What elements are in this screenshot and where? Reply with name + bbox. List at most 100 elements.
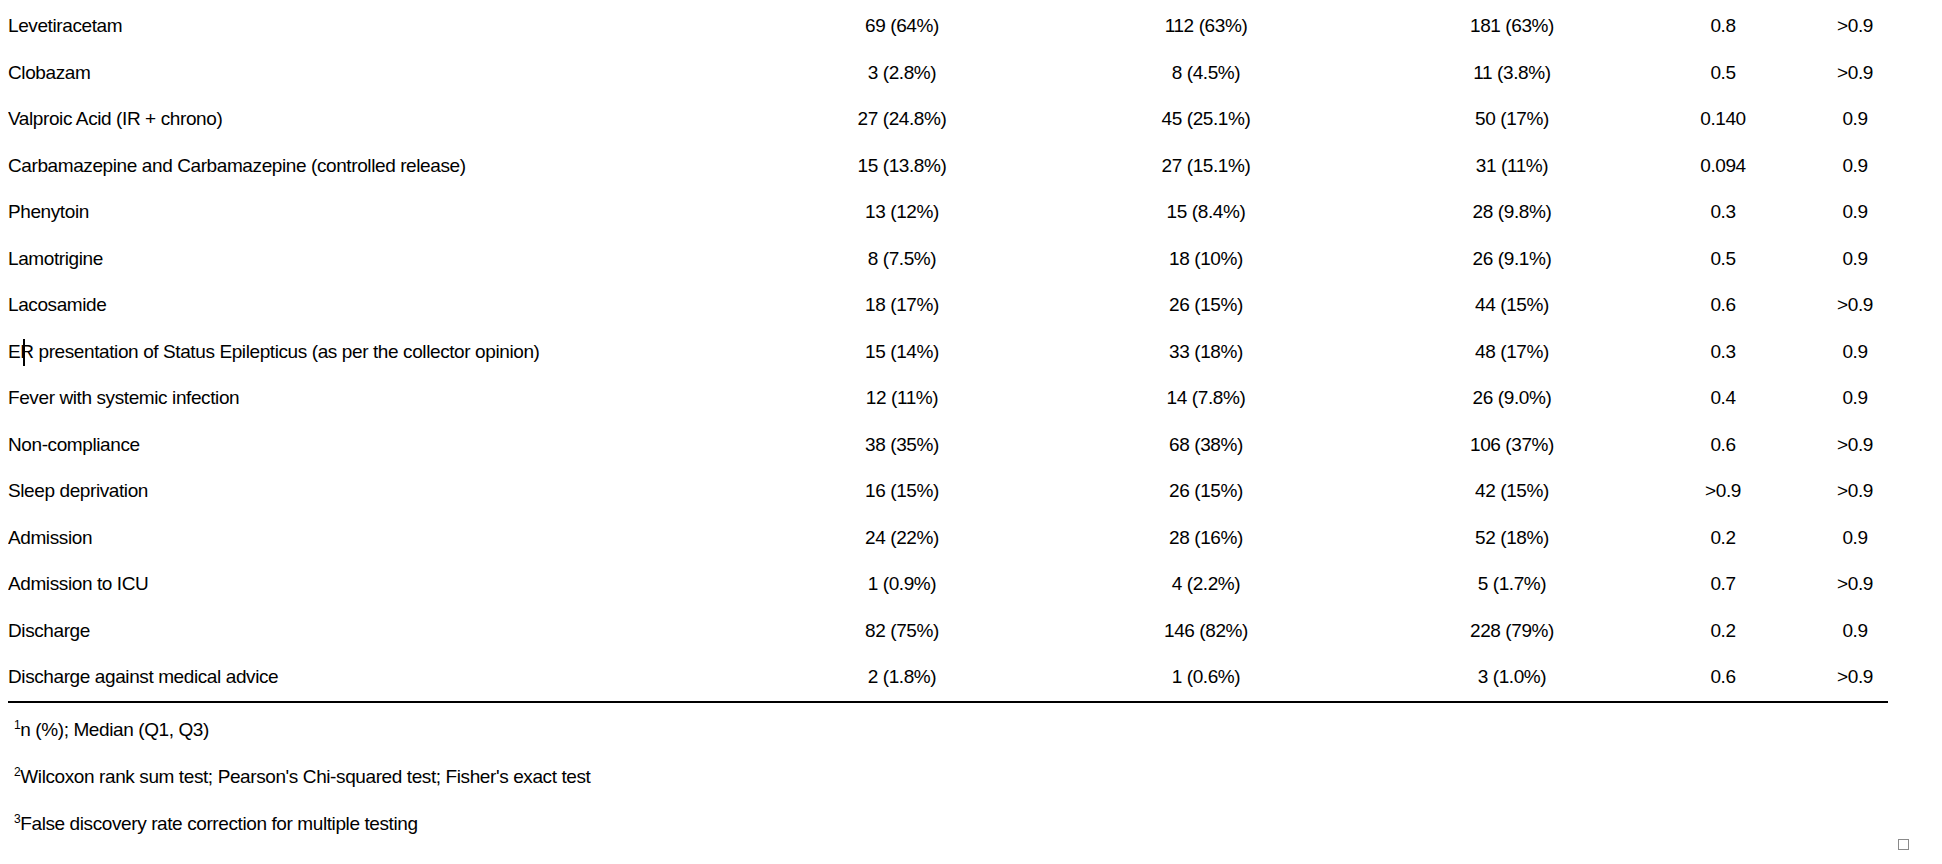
- row-label: Levetiracetam: [8, 3, 792, 50]
- p-value: 0.140: [1624, 96, 1822, 143]
- stat-value-2: 26 (15%): [1012, 282, 1400, 329]
- row-label: Fever with systemic infection: [8, 375, 792, 422]
- table-body: Levetiracetam69 (64%)112 (63%)181 (63%)0…: [8, 3, 1888, 702]
- row-label: Lamotrigine: [8, 236, 792, 283]
- stat-value-1: 12 (11%): [792, 375, 1012, 422]
- stat-value-2: 1 (0.6%): [1012, 654, 1400, 702]
- table-row: Sleep deprivation16 (15%)26 (15%)42 (15%…: [8, 468, 1888, 515]
- stat-value-1: 13 (12%): [792, 189, 1012, 236]
- stat-value-1: 18 (17%): [792, 282, 1012, 329]
- p-value: 0.2: [1624, 608, 1822, 655]
- q-value: 0.9: [1822, 96, 1888, 143]
- table-row: Valproic Acid (IR + chrono)27 (24.8%)45 …: [8, 96, 1888, 143]
- p-value: 0.4: [1624, 375, 1822, 422]
- resize-handle-icon[interactable]: [1898, 839, 1909, 850]
- stat-value-1: 82 (75%): [792, 608, 1012, 655]
- footnote-text: False discovery rate correction for mult…: [20, 813, 417, 834]
- stat-value-1: 27 (24.8%): [792, 96, 1012, 143]
- stat-value-2: 68 (38%): [1012, 422, 1400, 469]
- row-label: Discharge: [8, 608, 792, 655]
- p-value: 0.6: [1624, 282, 1822, 329]
- stat-value-1: 69 (64%): [792, 3, 1012, 50]
- q-value: >0.9: [1822, 3, 1888, 50]
- q-value: 0.9: [1822, 375, 1888, 422]
- stat-value-1: 1 (0.9%): [792, 561, 1012, 608]
- table-row: Admission to ICU1 (0.9%)4 (2.2%)5 (1.7%)…: [8, 561, 1888, 608]
- stat-value-2: 146 (82%): [1012, 608, 1400, 655]
- stat-value-1: 2 (1.8%): [792, 654, 1012, 702]
- p-value: 0.5: [1624, 50, 1822, 97]
- q-value: 0.9: [1822, 189, 1888, 236]
- stat-value-3: 26 (9.0%): [1400, 375, 1624, 422]
- stat-value-3: 11 (3.8%): [1400, 50, 1624, 97]
- stat-value-1: 38 (35%): [792, 422, 1012, 469]
- table-footnotes: 1n (%); Median (Q1, Q3) 2Wilcoxon rank su…: [14, 719, 1942, 835]
- footnote-text: Wilcoxon rank sum test; Pearson's Chi-sq…: [20, 766, 590, 787]
- q-value: >0.9: [1822, 50, 1888, 97]
- stat-value-3: 106 (37%): [1400, 422, 1624, 469]
- table-row: Admission24 (22%)28 (16%)52 (18%)0.20.9: [8, 515, 1888, 562]
- p-value: 0.5: [1624, 236, 1822, 283]
- stat-value-1: 15 (13.8%): [792, 143, 1012, 190]
- stat-value-2: 18 (10%): [1012, 236, 1400, 283]
- p-value: 0.2: [1624, 515, 1822, 562]
- p-value: 0.7: [1624, 561, 1822, 608]
- q-value: >0.9: [1822, 282, 1888, 329]
- row-label: Lacosamide: [8, 282, 792, 329]
- stat-value-3: 5 (1.7%): [1400, 561, 1624, 608]
- table-row: Fever with systemic infection12 (11%)14 …: [8, 375, 1888, 422]
- stat-value-2: 8 (4.5%): [1012, 50, 1400, 97]
- stat-value-1: 3 (2.8%): [792, 50, 1012, 97]
- table-row: Lacosamide18 (17%)26 (15%)44 (15%)0.6>0.…: [8, 282, 1888, 329]
- q-value: 0.9: [1822, 143, 1888, 190]
- stat-value-3: 52 (18%): [1400, 515, 1624, 562]
- q-value: >0.9: [1822, 468, 1888, 515]
- p-value: 0.3: [1624, 189, 1822, 236]
- q-value: >0.9: [1822, 561, 1888, 608]
- stat-value-3: 48 (17%): [1400, 329, 1624, 376]
- stat-value-1: 8 (7.5%): [792, 236, 1012, 283]
- q-value: >0.9: [1822, 654, 1888, 702]
- stat-value-3: 31 (11%): [1400, 143, 1624, 190]
- row-label: Non-compliance: [8, 422, 792, 469]
- stat-value-3: 26 (9.1%): [1400, 236, 1624, 283]
- summary-table: Levetiracetam69 (64%)112 (63%)181 (63%)0…: [8, 3, 1888, 703]
- table-row: Non-compliance38 (35%)68 (38%)106 (37%)0…: [8, 422, 1888, 469]
- stat-value-1: 24 (22%): [792, 515, 1012, 562]
- report-page: Levetiracetam69 (64%)112 (63%)181 (63%)0…: [0, 0, 1942, 864]
- stat-value-2: 27 (15.1%): [1012, 143, 1400, 190]
- stat-value-3: 181 (63%): [1400, 3, 1624, 50]
- footnote: 2Wilcoxon rank sum test; Pearson's Chi-s…: [14, 766, 1942, 788]
- table-row: Carbamazepine and Carbamazepine (control…: [8, 143, 1888, 190]
- stat-value-1: 15 (14%): [792, 329, 1012, 376]
- row-label: Clobazam: [8, 50, 792, 97]
- row-label: Phenytoin: [8, 189, 792, 236]
- stat-value-2: 14 (7.8%): [1012, 375, 1400, 422]
- row-label: Admission: [8, 515, 792, 562]
- stat-value-3: 3 (1.0%): [1400, 654, 1624, 702]
- footnote: 3False discovery rate correction for mul…: [14, 813, 1942, 835]
- table-row: Discharge against medical advice2 (1.8%)…: [8, 654, 1888, 702]
- q-value: >0.9: [1822, 422, 1888, 469]
- stat-value-2: 26 (15%): [1012, 468, 1400, 515]
- stat-value-3: 228 (79%): [1400, 608, 1624, 655]
- stat-value-3: 50 (17%): [1400, 96, 1624, 143]
- p-value: 0.3: [1624, 329, 1822, 376]
- stat-value-3: 28 (9.8%): [1400, 189, 1624, 236]
- stat-value-3: 42 (15%): [1400, 468, 1624, 515]
- row-label: Discharge against medical advice: [8, 654, 792, 702]
- q-value: 0.9: [1822, 329, 1888, 376]
- table-row: Clobazam3 (2.8%)8 (4.5%)11 (3.8%)0.5>0.9: [8, 50, 1888, 97]
- q-value: 0.9: [1822, 236, 1888, 283]
- row-label: Sleep deprivation: [8, 468, 792, 515]
- table-row: ER presentation of Status Epilepticus (a…: [8, 329, 1888, 376]
- stat-value-1: 16 (15%): [792, 468, 1012, 515]
- footnote-text: n (%); Median (Q1, Q3): [20, 719, 209, 740]
- footnote: 1n (%); Median (Q1, Q3): [14, 719, 1942, 741]
- stat-value-2: 4 (2.2%): [1012, 561, 1400, 608]
- table-row: Lamotrigine8 (7.5%)18 (10%)26 (9.1%)0.50…: [8, 236, 1888, 283]
- row-label: Admission to ICU: [8, 561, 792, 608]
- stat-value-2: 45 (25.1%): [1012, 96, 1400, 143]
- p-value: 0.6: [1624, 654, 1822, 702]
- q-value: 0.9: [1822, 515, 1888, 562]
